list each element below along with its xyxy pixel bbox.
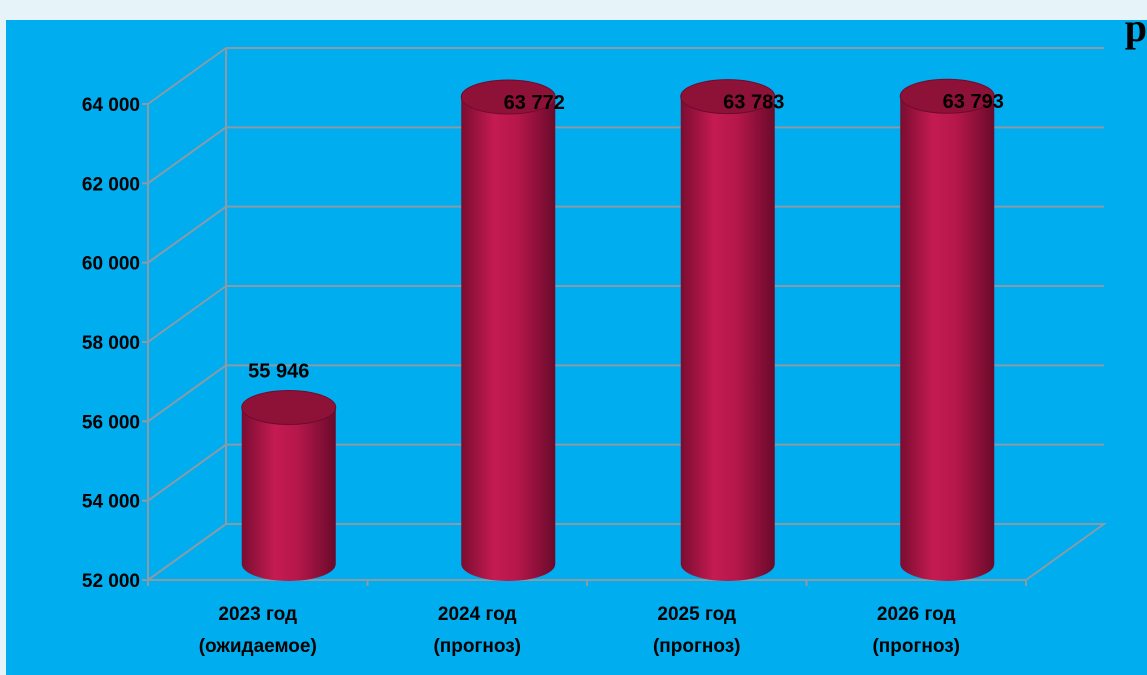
- x-tick-label: (прогноз): [653, 636, 741, 657]
- bar: [899, 78, 995, 581]
- labels: 52 000 54 000 56 000 58 000 60 000 62 000 64 0…: [82, 91, 1004, 657]
- gridline-diagonal: [147, 523, 227, 581]
- bars: [241, 78, 995, 581]
- bar-body: [900, 96, 995, 581]
- bar-top: [241, 389, 337, 425]
- bar-body: [241, 407, 336, 581]
- x-tick-label: (прогноз): [433, 636, 521, 657]
- x-tick-label: 2024 год: [438, 604, 517, 625]
- x-tick-label: (ожидаемое): [199, 636, 317, 657]
- bar-top: [460, 79, 556, 115]
- bar: [680, 79, 776, 581]
- y-tick-label: 62 000: [82, 174, 140, 195]
- bar-body: [461, 97, 556, 581]
- chart-frame: 52 000 54 000 56 000 58 000 60 000 62 000 64 0…: [6, 5, 1147, 675]
- gridline-diagonal: [147, 126, 227, 185]
- y-tick-label: 64 000: [82, 95, 140, 116]
- x-tick-label: 2026 год: [877, 604, 956, 625]
- bar-body: [680, 96, 775, 581]
- data-label: 63 772: [504, 92, 565, 114]
- bar-top: [680, 79, 776, 115]
- x-tick-label: 2025 год: [657, 604, 736, 625]
- gridline-diagonal: [147, 443, 227, 502]
- data-label: 63 783: [723, 92, 784, 114]
- data-label: 55 946: [248, 360, 309, 382]
- gridline-diagonal: [147, 205, 227, 264]
- y-tick-label: 54 000: [82, 492, 140, 513]
- corner-text: р: [1124, 5, 1147, 50]
- gridline-diagonal: [147, 285, 227, 343]
- bar: [460, 79, 556, 581]
- y-tick-label: 60 000: [82, 254, 140, 275]
- gridline-diagonal: [147, 364, 227, 423]
- gridline-diagonal: [147, 47, 227, 105]
- x-tick-label: (прогноз): [872, 636, 960, 657]
- bar-chart: 52 000 54 000 56 000 58 000 60 000 62 000 64 0…: [82, 47, 1108, 657]
- y-tick-label: 56 000: [82, 412, 140, 433]
- y-tick-label: 52 000: [82, 571, 140, 592]
- bar: [241, 389, 337, 581]
- data-label: 63 793: [943, 91, 1004, 113]
- x-tick-label: 2023 год: [218, 604, 297, 625]
- y-tick-label: 58 000: [82, 333, 140, 354]
- bar-top: [899, 78, 995, 114]
